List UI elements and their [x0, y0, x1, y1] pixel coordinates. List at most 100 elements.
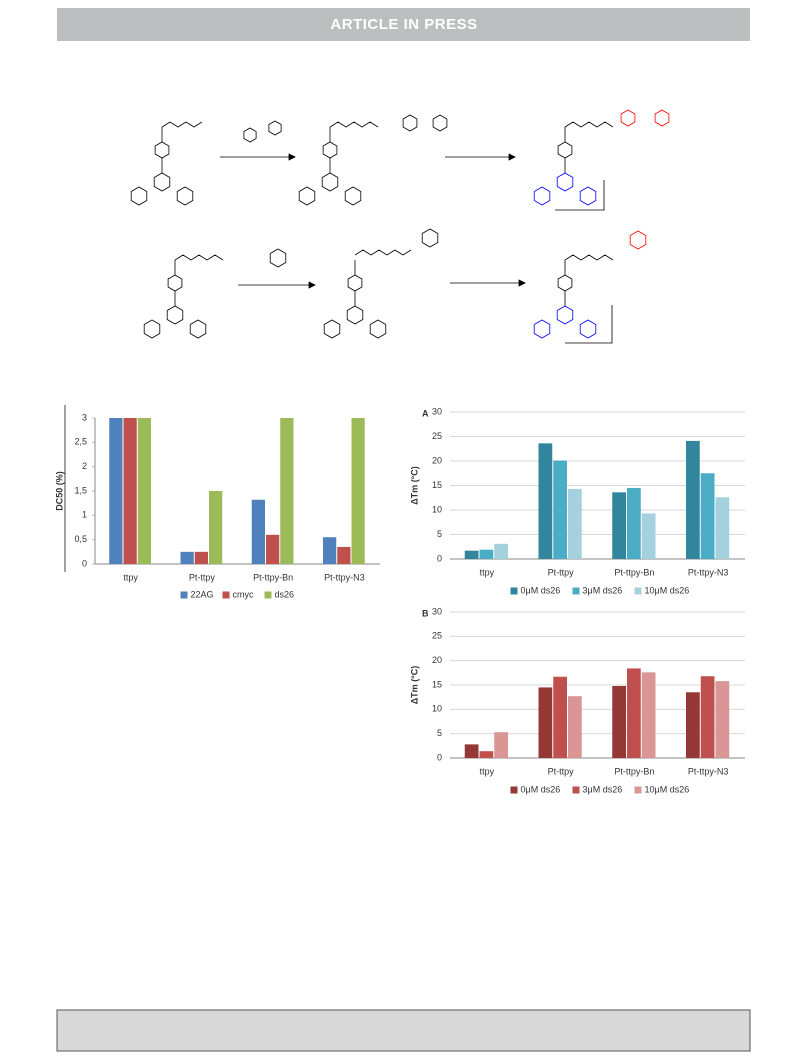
panel-label: A [422, 408, 429, 418]
bar [180, 551, 194, 564]
header-bar [57, 8, 750, 41]
ring [153, 172, 171, 192]
legend-swatch [634, 587, 642, 595]
ring [629, 230, 647, 250]
ring [298, 186, 316, 206]
ring [557, 274, 573, 292]
bracket [565, 305, 613, 344]
bar [266, 534, 280, 564]
bar [109, 418, 123, 564]
y-tick-label: 3 [82, 412, 87, 422]
legend-swatch [180, 591, 188, 599]
ring [579, 186, 597, 206]
chain [174, 254, 224, 261]
bar [323, 537, 337, 564]
ring [556, 305, 574, 325]
ring [243, 127, 257, 143]
legend-label: 3μM ds26 [583, 585, 623, 595]
y-tick-label: 15 [432, 480, 442, 490]
ring [323, 319, 341, 339]
y-tick-label: 1 [82, 510, 87, 520]
bar [641, 672, 656, 758]
y-tick-label: 30 [432, 406, 442, 416]
ring [421, 228, 439, 248]
footer-bar [56, 1009, 751, 1052]
y-tick-label: 10 [432, 504, 442, 514]
legend-label: 3μM ds26 [583, 784, 623, 794]
x-tick-label: Pt-ttpy-N3 [688, 567, 729, 577]
chain [161, 121, 203, 128]
bar [479, 751, 494, 758]
legend-swatch [634, 786, 642, 794]
legend-swatch [510, 587, 518, 595]
ring [654, 109, 670, 127]
ring [189, 319, 207, 339]
y-tick-label: 2 [82, 461, 87, 471]
y-tick-label: 5 [437, 529, 442, 539]
bar [627, 487, 641, 559]
y-tick-label: 0 [437, 752, 442, 762]
ring [143, 319, 161, 339]
chain [564, 121, 614, 128]
legend-swatch [264, 591, 272, 599]
y-tick-label: 0,5 [74, 534, 87, 544]
y-tick-label: 25 [432, 431, 442, 441]
bar [464, 550, 479, 559]
bar [700, 473, 715, 559]
x-tick-label: ttpy [123, 572, 138, 582]
y-tick-label: 20 [432, 655, 442, 665]
bar [715, 497, 730, 559]
bar [641, 513, 656, 559]
ring [533, 186, 551, 206]
bar [568, 696, 582, 758]
y-tick-label: 2,5 [74, 437, 87, 447]
bar [686, 692, 700, 758]
ring [557, 141, 573, 159]
ring [344, 186, 362, 206]
y-tick-label: 1,5 [74, 485, 87, 495]
x-tick-label: Pt-ttpy-N3 [688, 766, 729, 776]
ring [579, 319, 597, 339]
legend-label: ds26 [275, 589, 295, 599]
bar [700, 676, 715, 758]
legend-swatch [510, 786, 518, 794]
chain [354, 249, 412, 256]
ring [556, 172, 574, 192]
ring [369, 319, 387, 339]
bar [123, 418, 137, 564]
bar [538, 443, 553, 559]
arrow-head [308, 281, 316, 289]
bar [686, 440, 700, 559]
legend-swatch [572, 786, 580, 794]
legend-label: 0μM ds26 [521, 784, 561, 794]
arrow-head [288, 153, 296, 161]
y-tick-label: 15 [432, 679, 442, 689]
bar [553, 676, 567, 758]
ring [268, 120, 282, 136]
x-tick-label: ttpy [480, 766, 495, 776]
x-tick-label: Pt-ttpy-Bn [614, 567, 654, 577]
x-tick-label: Pt-ttpy-Bn [614, 766, 654, 776]
bar [194, 551, 208, 564]
bar [137, 418, 151, 564]
x-tick-label: Pt-ttpy [548, 766, 575, 776]
x-tick-label: Pt-ttpy [189, 572, 216, 582]
y-tick-label: 0 [437, 553, 442, 563]
bar [479, 549, 494, 559]
y-tick-label: 20 [432, 455, 442, 465]
arrow-head [508, 153, 516, 161]
x-tick-label: Pt-ttpy [548, 567, 575, 577]
ring [322, 141, 338, 159]
y-tick-label: 30 [432, 606, 442, 616]
y-axis-label: DC50 (%) [54, 471, 64, 511]
bar [538, 687, 553, 758]
ring [154, 141, 170, 159]
ring [346, 305, 364, 325]
ring [166, 305, 184, 325]
ring [533, 319, 551, 339]
header-title: ARTICLE IN PRESS [330, 16, 477, 33]
x-tick-label: Pt-ttpy-N3 [324, 572, 365, 582]
legend-label: 10μM ds26 [645, 585, 690, 595]
ring [321, 172, 339, 192]
